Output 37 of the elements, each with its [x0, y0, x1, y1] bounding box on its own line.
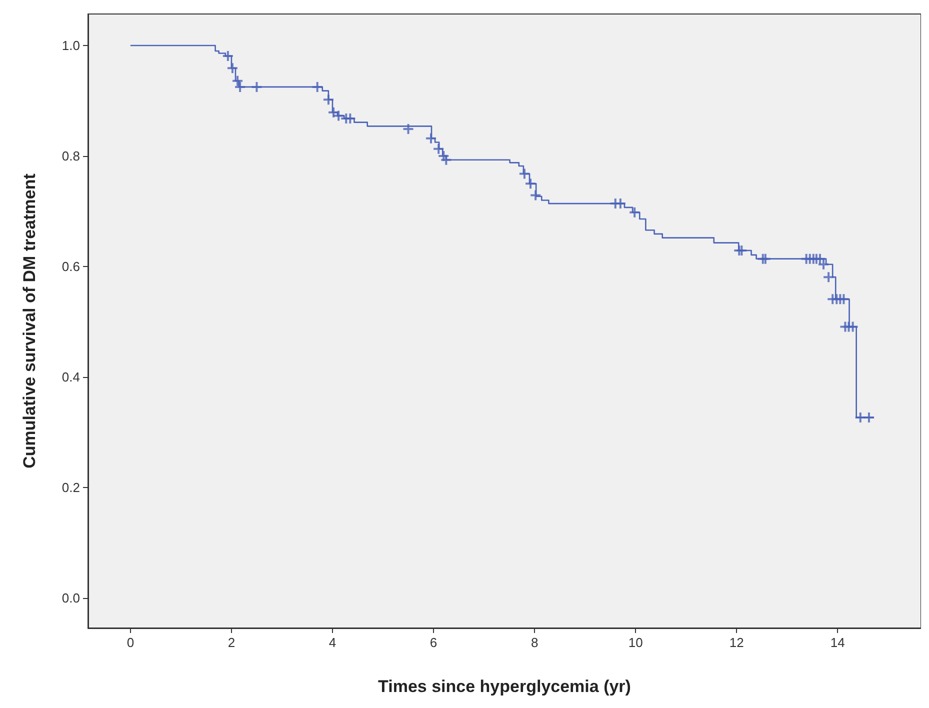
- point: [736, 244, 748, 257]
- point: [311, 80, 324, 93]
- x-axis-title: Times since hyperglycemia (yr): [378, 677, 631, 696]
- point: [425, 132, 437, 144]
- x-tick-label: 8: [530, 635, 538, 650]
- y-tick-label: 0.6: [62, 259, 80, 274]
- point: [402, 122, 414, 135]
- point: [344, 112, 356, 124]
- point: [846, 320, 859, 333]
- y-tick-label: 1.0: [62, 38, 80, 53]
- point: [854, 411, 866, 424]
- x-tick-label: 10: [628, 635, 643, 650]
- point: [628, 206, 641, 218]
- point: [440, 154, 452, 166]
- x-tick-label: 0: [126, 635, 134, 650]
- point: [838, 293, 850, 306]
- point: [222, 50, 234, 62]
- point: [518, 168, 530, 180]
- y-axis-title: Cumulative survival of DM treatment: [20, 173, 39, 468]
- x-tick-label: 12: [729, 635, 744, 650]
- point: [226, 62, 238, 74]
- x-tick-label: 2: [228, 635, 236, 650]
- point: [524, 178, 537, 190]
- x-tick-label: 6: [430, 635, 438, 650]
- y-tick-label: 0.2: [62, 480, 80, 496]
- y-tick-label: 0.8: [62, 148, 80, 164]
- point: [614, 198, 626, 210]
- point: [862, 411, 875, 424]
- point: [759, 252, 772, 265]
- point: [322, 94, 334, 106]
- x-tick-label: 4: [328, 635, 336, 650]
- x-tick-label: 14: [830, 635, 845, 650]
- point: [530, 189, 542, 202]
- point: [250, 80, 263, 93]
- y-tick-label: 0.0: [62, 590, 80, 606]
- point: [822, 271, 835, 284]
- y-tick-label: 0.4: [62, 370, 80, 385]
